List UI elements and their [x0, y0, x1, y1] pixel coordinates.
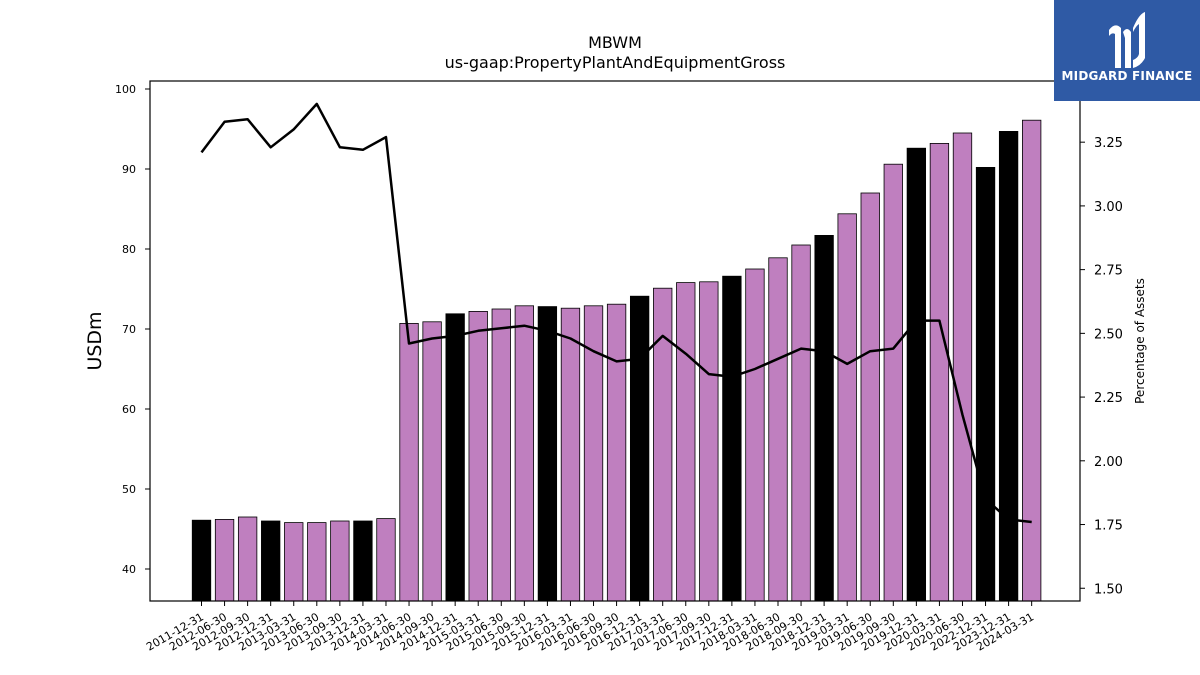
chart-title: MBWM [588, 33, 642, 52]
bar [353, 520, 373, 602]
bar [307, 522, 327, 602]
brand-logo: MIDGARD FINANCE [1054, 0, 1200, 101]
bar [468, 310, 488, 602]
x-axis: 2011-12-312012-06-302012-09-302012-12-31… [144, 601, 1036, 654]
y2-tick-label: 3.00 [1094, 200, 1123, 215]
y-tick-label: 60 [122, 403, 136, 416]
y-tick-label: 40 [122, 563, 136, 576]
bar [699, 281, 719, 602]
y-tick-label: 70 [122, 323, 136, 336]
bar [906, 147, 927, 602]
y2-axis-label: Percentage of Assets [1133, 278, 1147, 404]
bar [998, 130, 1019, 602]
y2-tick-label: 2.75 [1094, 264, 1123, 279]
bar [514, 305, 534, 602]
ratio-line [200, 102, 1032, 524]
right-axis: 1.50 1.75 2.00 2.25 2.50 2.75 3.00 3.25 [1080, 136, 1123, 597]
bar-group [191, 119, 1042, 602]
y-tick-label: 100 [115, 83, 136, 96]
bar [768, 257, 788, 602]
bar [537, 306, 558, 602]
y-tick-label: 90 [122, 163, 136, 176]
bar [445, 313, 465, 602]
y-tick-label: 80 [122, 243, 136, 256]
bar [606, 303, 627, 602]
y2-tick-label: 2.25 [1094, 391, 1123, 406]
brand-name: MIDGARD FINANCE [1061, 69, 1193, 83]
bar [791, 244, 811, 602]
y-tick-label: 50 [122, 483, 136, 496]
bar [330, 520, 350, 602]
y2-tick-label: 1.50 [1094, 582, 1123, 597]
bar [629, 295, 650, 602]
ratio-line-group [200, 102, 1032, 524]
bar [676, 282, 696, 602]
bar [722, 275, 742, 602]
bar [237, 516, 258, 602]
midgard-logo-icon [1109, 12, 1145, 68]
plot-frame [149, 80, 1081, 602]
y2-tick-label: 3.25 [1094, 136, 1123, 151]
bar [214, 519, 235, 602]
bar [814, 234, 834, 602]
bar [399, 322, 419, 602]
chart-subtitle: us-gaap:PropertyPlantAndEquipmentGross [445, 53, 786, 72]
bar [422, 321, 442, 602]
y2-tick-label: 2.00 [1094, 455, 1123, 470]
bar [560, 307, 581, 602]
bar [261, 520, 281, 602]
bar [952, 132, 973, 602]
bar [491, 308, 511, 602]
bar [745, 268, 765, 602]
bar [837, 213, 857, 602]
y2-tick-label: 1.75 [1094, 519, 1123, 534]
y-axis-label: USDm [84, 311, 106, 370]
bar [284, 522, 304, 602]
bar [883, 163, 903, 602]
left-axis: 40 50 60 70 80 90 100 [115, 83, 150, 576]
bar [376, 518, 396, 602]
bar [860, 192, 880, 602]
bar [191, 519, 212, 602]
y2-tick-label: 2.50 [1094, 327, 1123, 342]
bar [1022, 119, 1042, 602]
bar [975, 166, 996, 602]
bar [929, 142, 950, 602]
